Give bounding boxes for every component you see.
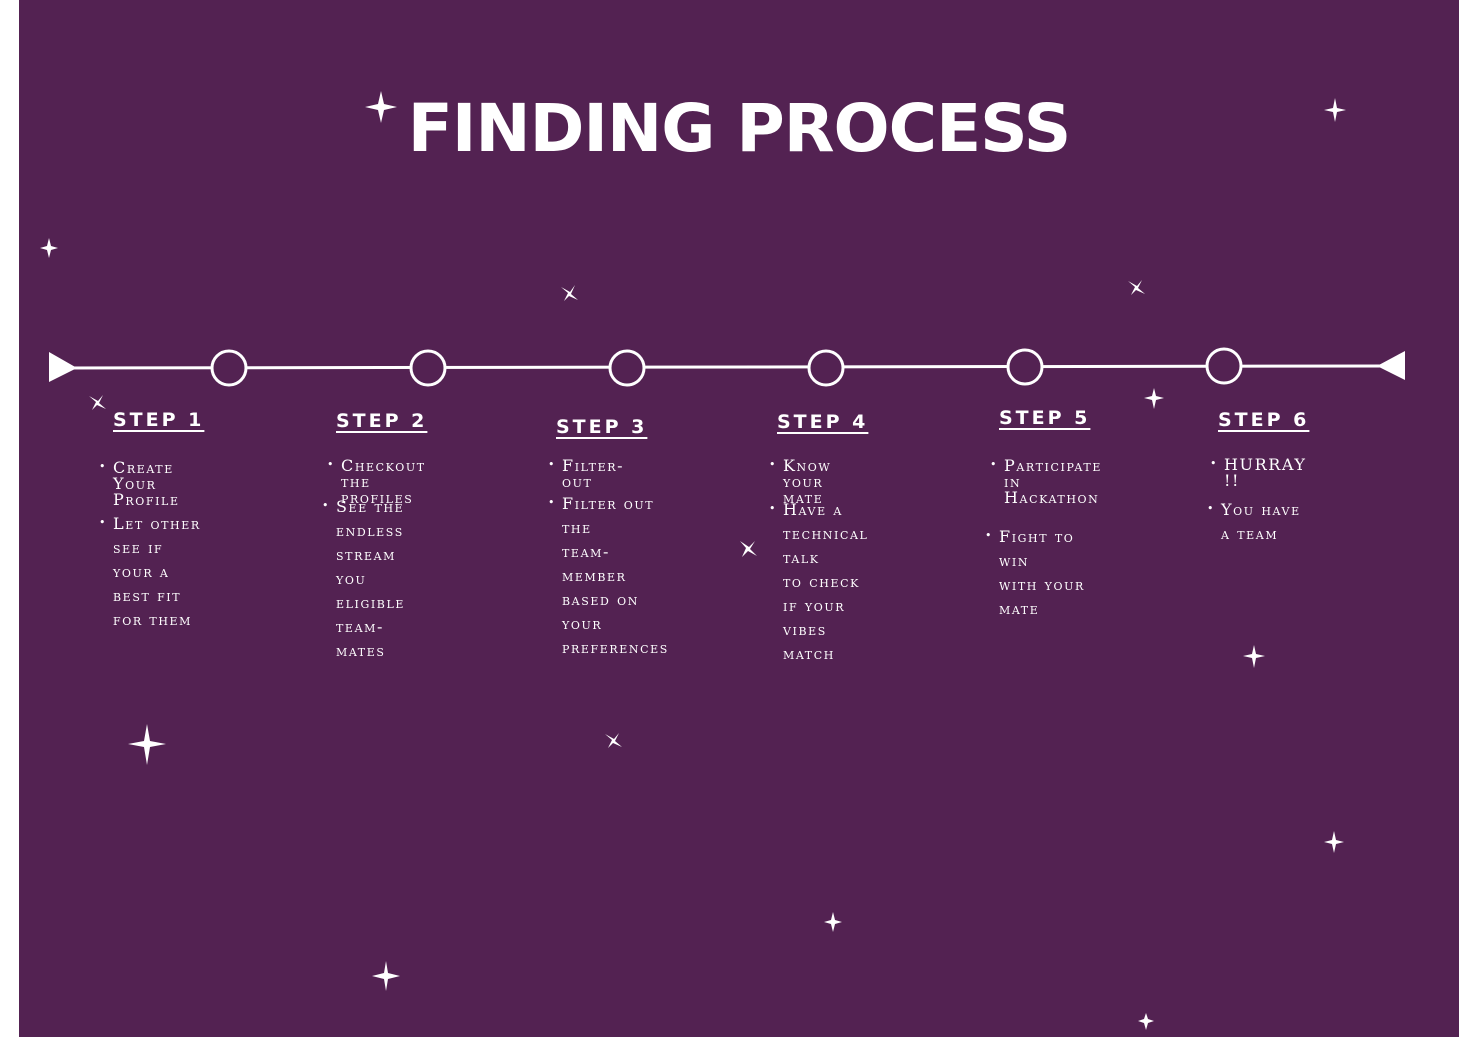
step-5: STEP 5 Participate in Hackathon Fight to… (985, 407, 1100, 618)
sparkle-icon (1324, 98, 1346, 122)
sparkle-icon (1324, 831, 1344, 853)
sparkle-icon (605, 733, 622, 748)
step-4-title: STEP 4 (777, 411, 869, 433)
timeline-end-arrow-icon (1377, 351, 1405, 380)
sparkle-icon (740, 541, 757, 557)
sparkle-icon (372, 961, 400, 991)
step-6: STEP 6 HURRAY !! You have a team (1207, 409, 1310, 543)
step-4: STEP 4 Know your mate Have a technical t… (769, 411, 869, 663)
step-2: STEP 2 Checkout the profiles See the end… (322, 410, 428, 660)
step-1: STEP 1 Create Your Profile Let other see… (99, 409, 205, 629)
slide-background: FINDING PROCESS (19, 0, 1459, 1037)
step-1-bullet-2: Let other see if your a best fit for the… (99, 511, 204, 632)
sparkle-icon (1144, 388, 1164, 409)
timeline-node-5 (1006, 348, 1044, 386)
step-5-bullet-2: Fight to win with your mate (985, 524, 1090, 621)
timeline-node-6 (1205, 347, 1243, 385)
step-3: STEP 3 Filter-out Filter out the team-me… (548, 416, 667, 657)
step-1-bullet-1: Create Your Profile (99, 459, 204, 508)
sparkle-icon (1138, 1013, 1154, 1030)
step-4-bullet-2: Have a technical talk to check if your v… (769, 497, 868, 666)
step-6-bullet-2: You have a team (1207, 497, 1309, 546)
step-1-title: STEP 1 (113, 409, 205, 431)
page-title: FINDING PROCESS (407, 90, 1072, 167)
step-5-title: STEP 5 (999, 407, 1091, 429)
timeline-line (60, 364, 1392, 370)
sparkle-icon (40, 238, 58, 258)
sparkle-icon (1243, 645, 1265, 668)
sparkle-icon (128, 724, 166, 765)
timeline-node-4 (807, 349, 845, 387)
step-6-bullet-1: HURRAY !! (1210, 456, 1309, 489)
step-2-title: STEP 2 (336, 410, 428, 432)
sparkle-icon (561, 285, 578, 301)
step-6-title: STEP 6 (1218, 409, 1310, 431)
timeline-node-1 (210, 349, 248, 387)
sparkle-icon (365, 91, 397, 123)
timeline-node-3 (608, 349, 646, 387)
step-5-bullet-1: Participate in Hackathon (990, 457, 1102, 506)
timeline-node-2 (409, 349, 447, 387)
sparkle-icon (89, 395, 106, 410)
step-3-bullet-1: Filter-out (548, 457, 647, 490)
step-3-title: STEP 3 (556, 416, 648, 438)
timeline-start-arrow-icon (49, 352, 77, 382)
step-3-bullet-2: Filter out the team-member based on your… (548, 491, 669, 660)
step-2-bullet-2: See the endless stream you eligible team… (322, 494, 427, 663)
sparkle-icon (1128, 280, 1145, 295)
timeline (40, 91, 1405, 1030)
sparkle-icon (824, 912, 842, 932)
